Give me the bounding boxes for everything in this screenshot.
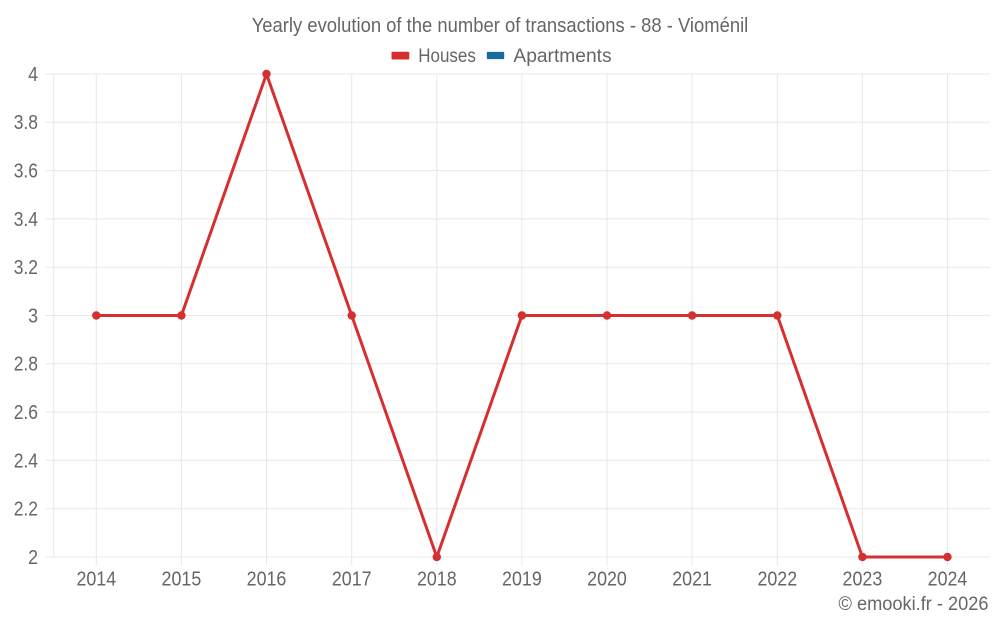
svg-text:3.2: 3.2 bbox=[14, 257, 38, 279]
svg-text:2014: 2014 bbox=[76, 569, 116, 591]
svg-text:Yearly evolution of the number: Yearly evolution of the number of transa… bbox=[252, 15, 749, 37]
svg-text:2016: 2016 bbox=[247, 569, 287, 591]
svg-text:2.8: 2.8 bbox=[14, 354, 38, 376]
svg-text:2023: 2023 bbox=[843, 569, 883, 591]
svg-text:3.4: 3.4 bbox=[14, 209, 38, 231]
svg-text:© emooki.fr - 2026: © emooki.fr - 2026 bbox=[839, 594, 989, 615]
svg-text:Apartments: Apartments bbox=[513, 46, 611, 67]
svg-text:Houses: Houses bbox=[418, 46, 476, 67]
svg-text:2: 2 bbox=[28, 547, 38, 569]
svg-text:2.6: 2.6 bbox=[14, 402, 38, 424]
svg-text:3: 3 bbox=[28, 305, 38, 327]
svg-text:2019: 2019 bbox=[502, 569, 542, 591]
svg-text:2015: 2015 bbox=[162, 569, 202, 591]
svg-text:3.8: 3.8 bbox=[14, 112, 38, 134]
svg-text:2024: 2024 bbox=[928, 569, 968, 591]
svg-text:4: 4 bbox=[28, 64, 38, 86]
svg-text:2018: 2018 bbox=[417, 569, 457, 591]
svg-text:2021: 2021 bbox=[672, 569, 712, 591]
svg-text:2.4: 2.4 bbox=[14, 450, 38, 472]
svg-text:3.6: 3.6 bbox=[14, 161, 38, 183]
svg-text:2017: 2017 bbox=[332, 569, 372, 591]
svg-text:2.2: 2.2 bbox=[14, 499, 38, 521]
svg-text:2020: 2020 bbox=[587, 569, 627, 591]
svg-text:2022: 2022 bbox=[757, 569, 797, 591]
